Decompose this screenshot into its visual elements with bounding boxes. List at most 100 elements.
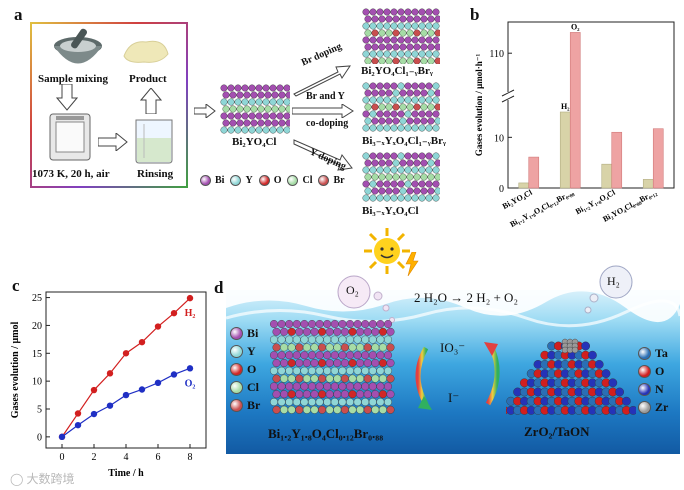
zro2-taon-crystal [506, 338, 636, 415]
data-point-h2 [138, 338, 146, 346]
legend-dl-item-bi: Bi [230, 326, 260, 341]
bar-o2-2 [611, 131, 623, 189]
arrow-route-1-icon [293, 65, 351, 97]
lightning-icon [405, 252, 419, 276]
x-axis-label: Time / h [108, 468, 144, 479]
bar-o2-0 [528, 156, 540, 189]
data-point-o2 [106, 402, 114, 409]
data-point-o2 [170, 371, 178, 378]
y-tick-label: 10 [494, 133, 504, 144]
legend-dr-text-ta: Ta [655, 346, 668, 360]
legend-dr-swatch-o [638, 365, 651, 378]
route-2-label: Br and Y [306, 91, 345, 102]
data-point-h2 [154, 323, 162, 330]
data-point-h2 [186, 294, 194, 302]
x-tick-label: 4 [124, 452, 129, 463]
h2-bubble-label: H₂ [607, 274, 620, 288]
redox-cycle-arrows [415, 342, 500, 410]
o2-bubbles [337, 275, 395, 323]
legend-a-swatch-bi [200, 175, 211, 186]
legend-a-text-br: Br [333, 175, 345, 186]
legend-dl-swatch-bi [230, 327, 243, 340]
y-tick-label: 0 [37, 432, 42, 443]
legend-dl-text-y: Y [247, 344, 256, 358]
legend-a-item-br: Br [318, 175, 345, 186]
left-catalyst-caption: Bi₁.₂Y₁.₈O₄Cl₀.₁₂Br₀.₈₈ [268, 426, 384, 441]
legend-a-item-y: Y [230, 175, 253, 186]
arrow-route-3-icon [293, 139, 353, 171]
legend-dl-item-br: Br [230, 398, 260, 413]
line-chart-gas-evolution-time: 0 5 10 15 20 25 0 2 4 6 8 Time / h Gases evolution /… [10, 291, 207, 479]
watermark-text: 大数跨境 [26, 472, 75, 486]
series-line-h2 [61, 297, 191, 438]
atom-legend-left: Bi Y O Cl Br [230, 326, 260, 416]
legend-dr-text-n: N [655, 382, 664, 396]
sun-icon [364, 228, 410, 274]
arrow-down-icon [56, 84, 78, 111]
crystal-co-doped [362, 82, 440, 132]
legend-dr-item-ta: Ta [638, 346, 668, 361]
data-point-h2 [74, 410, 82, 417]
data-point-o2 [74, 421, 82, 429]
bar-label-h2: H₂ [561, 102, 570, 111]
legend-a-text-bi: Bi [215, 175, 225, 186]
arrow-up-icon [140, 88, 162, 114]
y-tick-label: 25 [32, 293, 42, 304]
mortar-icon [54, 28, 102, 64]
bar-o2-3 [652, 128, 664, 189]
legend-dl-swatch-br [230, 399, 243, 412]
data-point-o2 [122, 391, 130, 399]
bar-h2-1 [559, 111, 571, 189]
legend-dl-swatch-cl [230, 381, 243, 394]
y-tick-label: 0 [499, 184, 504, 195]
x-tick-label: 2 [92, 452, 97, 463]
data-point-h2 [122, 350, 130, 357]
panel-b-label: b [470, 5, 480, 24]
legend-dr-swatch-zr [638, 401, 651, 414]
series-label-o2: O₂ [185, 378, 196, 389]
category-label-0: Bi₂YO₄Cl [501, 187, 534, 211]
legend-a-swatch-cl [287, 175, 299, 186]
legend-a-item-o: O [258, 175, 282, 186]
route-2-label-line2: co-doping [306, 118, 349, 129]
x-tick-label: 8 [188, 452, 193, 463]
furnace-icon [49, 113, 91, 161]
data-point-o2 [58, 433, 66, 441]
axis-break-mark [501, 89, 515, 97]
series-line-o2 [61, 367, 191, 438]
y-axis-label: Gases evolution / μmol·h⁻¹ [474, 54, 484, 157]
legend-dl-text-cl: Cl [247, 380, 259, 394]
arrow-right-icon [98, 133, 128, 151]
iodide-label: I⁻ [448, 390, 460, 405]
y-tick-label: 110 [489, 49, 504, 60]
legend-a-swatch-br [318, 175, 330, 186]
legend-dl-text-o: O [247, 362, 257, 376]
bar-o2-1 [569, 32, 581, 189]
atom-legend-right: Ta O N Zr [638, 346, 668, 418]
h2-bubbles [584, 265, 633, 314]
route-2-result: Bi₃₋ₓYₓO₄Cl₁₋ᵧBrᵧ [362, 135, 447, 147]
beaker-icon [135, 119, 173, 164]
arrow-to-parent-icon [194, 104, 216, 118]
legend-dr-text-zr: Zr [655, 400, 669, 414]
bar-h2-2 [601, 163, 613, 189]
legend-a-swatch-y [230, 175, 242, 186]
y-tick-label: 15 [32, 349, 42, 360]
legend-dr-item-o: O [638, 364, 668, 379]
watermark: ◯ 大数跨境 [10, 470, 74, 487]
legend-dr-item-zr: Zr [638, 400, 668, 415]
data-point-o2 [90, 410, 98, 418]
data-point-h2 [170, 309, 178, 317]
legend-a-text-o: O [273, 175, 282, 186]
series-label-h2: H₂ [185, 308, 196, 319]
step-sample-mixing: Sample mixing [38, 73, 108, 85]
iodate-label: IO₃⁻ [440, 340, 466, 355]
axis-break-mark [501, 95, 515, 103]
panel-d-label: d [214, 278, 224, 297]
bar-chart-gas-evolution-rate: 0 10 110 Gases evolution / μmol·h⁻¹ Bi₂YO₄Cl… [474, 21, 675, 229]
legend-dr-text-o: O [655, 364, 665, 378]
legend-dl-swatch-y [230, 345, 243, 358]
data-point-o2 [186, 365, 194, 372]
step-product: Product [129, 73, 167, 85]
legend-dl-item-cl: Cl [230, 380, 260, 395]
